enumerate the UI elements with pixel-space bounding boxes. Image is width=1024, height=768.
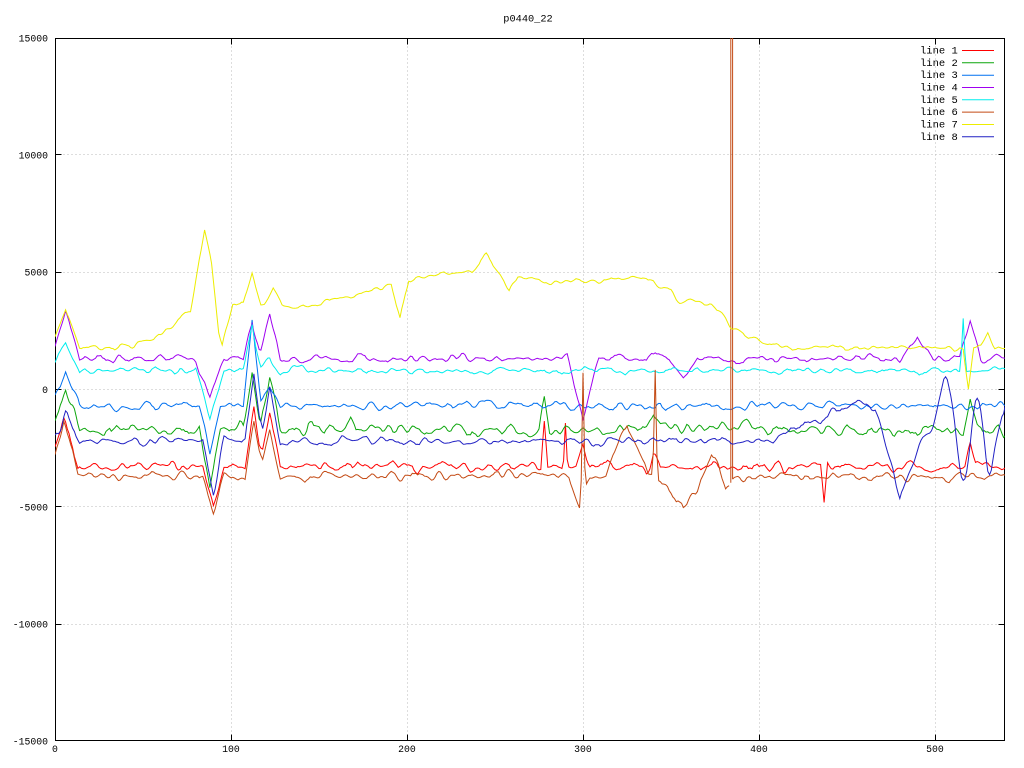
svg-text:line 5: line 5 (920, 95, 958, 107)
svg-text:line 4: line 4 (920, 83, 958, 95)
svg-text:15000: 15000 (19, 34, 49, 45)
svg-text:p0440_22: p0440_22 (503, 14, 552, 26)
svg-text:10000: 10000 (19, 150, 49, 161)
svg-text:line 1: line 1 (920, 46, 958, 58)
svg-text:0: 0 (42, 385, 48, 396)
svg-text:500: 500 (926, 744, 944, 755)
svg-text:line 8: line 8 (920, 132, 958, 144)
svg-text:line 6: line 6 (920, 107, 958, 119)
svg-text:300: 300 (574, 744, 592, 755)
svg-text:400: 400 (750, 744, 768, 755)
svg-text:line 7: line 7 (920, 120, 958, 132)
svg-text:0: 0 (52, 744, 58, 755)
svg-text:-10000: -10000 (13, 620, 48, 631)
svg-text:5000: 5000 (24, 268, 48, 279)
svg-text:-15000: -15000 (13, 737, 48, 748)
svg-text:line 3: line 3 (920, 70, 958, 82)
svg-text:200: 200 (398, 744, 416, 755)
svg-text:line 2: line 2 (920, 58, 958, 70)
svg-text:100: 100 (222, 744, 240, 755)
svg-text:-5000: -5000 (19, 502, 49, 513)
